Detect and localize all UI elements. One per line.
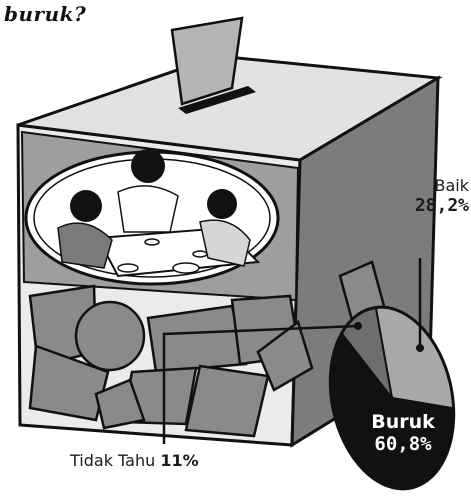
leader-tidak (162, 324, 359, 444)
slice-value-tidak-tahu: 11% (160, 451, 199, 470)
slice-label-tidak-tahu: Tidak Tahu (70, 451, 156, 470)
slice-value-baik: 28,2% (414, 195, 469, 216)
pie-outline (328, 305, 456, 491)
legend-tidak-tahu: Tidak Tahu 11% (70, 451, 199, 470)
slice-value-buruk: 60,8% (374, 433, 432, 455)
leader-tidak-dot (354, 322, 362, 330)
pie-chart (328, 305, 456, 491)
legend-buruk: Buruk 60,8% (359, 411, 447, 455)
slice-label-baik: Baik (434, 176, 470, 195)
ballot-slot (178, 86, 256, 114)
meeting-vignette (24, 149, 280, 286)
ballot-pile (28, 260, 386, 438)
legend-baik: Baik 28,2% (372, 176, 469, 216)
chart-title: buruk? (4, 2, 87, 26)
leader-baik-dot (416, 344, 424, 352)
slice-label-buruk: Buruk (371, 411, 435, 433)
ballot-paper (170, 16, 244, 106)
